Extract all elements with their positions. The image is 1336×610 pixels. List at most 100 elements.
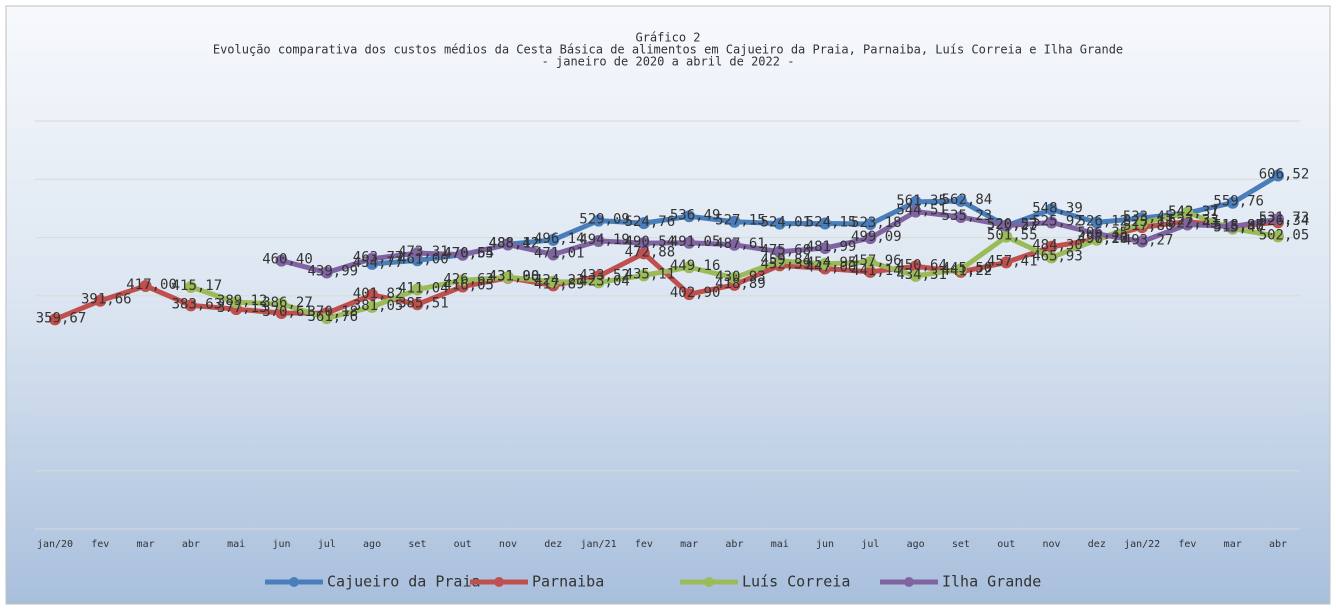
data-point — [456, 274, 469, 287]
data-point — [1181, 206, 1194, 219]
data-point — [366, 300, 379, 313]
x-tick-label: jan/21 — [580, 539, 616, 550]
data-label: 525,11 — [1123, 214, 1174, 230]
data-label: 523,18 — [851, 215, 902, 231]
data-point — [547, 275, 560, 288]
data-point — [864, 218, 877, 231]
data-point — [1136, 235, 1149, 248]
data-point — [184, 281, 197, 294]
data-point — [909, 269, 922, 282]
x-tick-label: jun — [272, 539, 290, 550]
data-label: 370,18 — [307, 304, 358, 320]
data-point — [366, 252, 379, 265]
data-label: 529,09 — [579, 212, 630, 228]
legend-label: Cajueiro da Praia — [327, 573, 481, 591]
chart-subtitle: Evolução comparativa dos custos médios d… — [213, 43, 1123, 57]
data-label: 515,40 — [1213, 220, 1264, 236]
data-label: 488,12 — [489, 235, 540, 251]
data-label: 457,96 — [851, 253, 902, 269]
legend-marker — [904, 577, 914, 587]
x-tick-label: set — [408, 539, 426, 550]
legend-label: Ilha Grande — [942, 573, 1041, 591]
x-tick-label: nov — [499, 539, 517, 550]
legend-marker — [704, 577, 714, 587]
data-point — [1181, 218, 1194, 231]
x-tick-label: ago — [363, 539, 381, 550]
data-point — [909, 195, 922, 208]
data-point — [864, 232, 877, 245]
data-label: 449,16 — [670, 258, 721, 274]
x-tick-label: mai — [771, 539, 789, 550]
data-label: 391,66 — [81, 292, 132, 308]
data-point — [592, 234, 605, 247]
data-point — [909, 260, 922, 273]
data-label: 496,14 — [534, 231, 585, 247]
x-tick-label: mar — [137, 539, 155, 550]
data-point — [819, 242, 832, 255]
data-label: 435,11 — [625, 266, 676, 282]
data-label: 517,86 — [1123, 218, 1174, 234]
data-label: 441,22 — [942, 263, 993, 279]
data-label: 606,52 — [1259, 166, 1310, 182]
data-label: 439,99 — [307, 264, 358, 280]
data-point — [275, 254, 288, 267]
data-point — [773, 245, 786, 258]
data-point — [637, 237, 650, 250]
data-label: 470,54 — [443, 246, 494, 262]
data-label: 457,41 — [987, 253, 1038, 269]
data-label: 542,37 — [1168, 204, 1219, 220]
data-label: 499,09 — [851, 229, 902, 245]
data-label: 527,33 — [1168, 213, 1219, 229]
data-label: 561,35 — [896, 193, 947, 209]
x-tick-label: dez — [1088, 539, 1106, 550]
data-point — [1272, 230, 1284, 243]
data-label: 431,08 — [489, 269, 540, 285]
data-label: 562,84 — [942, 192, 993, 208]
chart-subtitle: - janeiro de 2020 a abril de 2022 - — [542, 55, 795, 69]
data-label: 370,61 — [262, 304, 313, 320]
x-tick-label: out — [454, 539, 472, 550]
data-label: 497,12 — [1078, 230, 1129, 246]
data-point — [501, 238, 514, 251]
data-point — [320, 266, 333, 279]
data-point — [184, 299, 197, 312]
chart-title: Gráfico 2 — [635, 31, 700, 45]
data-point — [864, 256, 877, 269]
data-point — [637, 217, 650, 230]
data-label: 402,90 — [670, 285, 721, 301]
data-label: 536,49 — [670, 207, 721, 223]
legend-label: Parnaiba — [532, 573, 604, 591]
data-point — [1000, 230, 1013, 243]
data-label: 411,04 — [398, 280, 449, 296]
data-label: 415,17 — [172, 278, 223, 294]
data-label: 447,00 — [806, 259, 857, 275]
data-label: 493,27 — [1123, 232, 1174, 248]
data-label: 423,04 — [579, 273, 630, 289]
data-label: 359,67 — [36, 310, 87, 326]
data-label: 465,93 — [1032, 248, 1083, 264]
data-label: 531,73 — [1259, 210, 1310, 226]
data-point — [728, 238, 741, 251]
data-point — [683, 236, 696, 249]
data-label: 475,68 — [760, 243, 811, 259]
data-label: 481,99 — [806, 239, 857, 255]
data-point — [275, 297, 288, 310]
data-label: 491,05 — [670, 234, 721, 250]
x-tick-label: ago — [907, 539, 925, 550]
data-point — [683, 210, 696, 223]
x-tick-label: dez — [544, 539, 562, 550]
data-point — [1045, 251, 1058, 264]
x-tick-label: abr — [1269, 539, 1287, 550]
data-label: 548,39 — [1032, 200, 1083, 216]
data-point — [864, 265, 877, 278]
x-tick-label: jul — [318, 539, 336, 550]
data-label: 401,82 — [353, 286, 404, 302]
data-label: 524,01 — [760, 215, 811, 231]
x-tick-label: abr — [182, 539, 200, 550]
data-label: 459,84 — [760, 252, 811, 268]
data-label: 502,05 — [1259, 227, 1310, 243]
x-tick-label: fev — [1178, 539, 1196, 550]
x-tick-label: jun — [816, 539, 834, 550]
data-label: 377,13 — [217, 300, 268, 316]
